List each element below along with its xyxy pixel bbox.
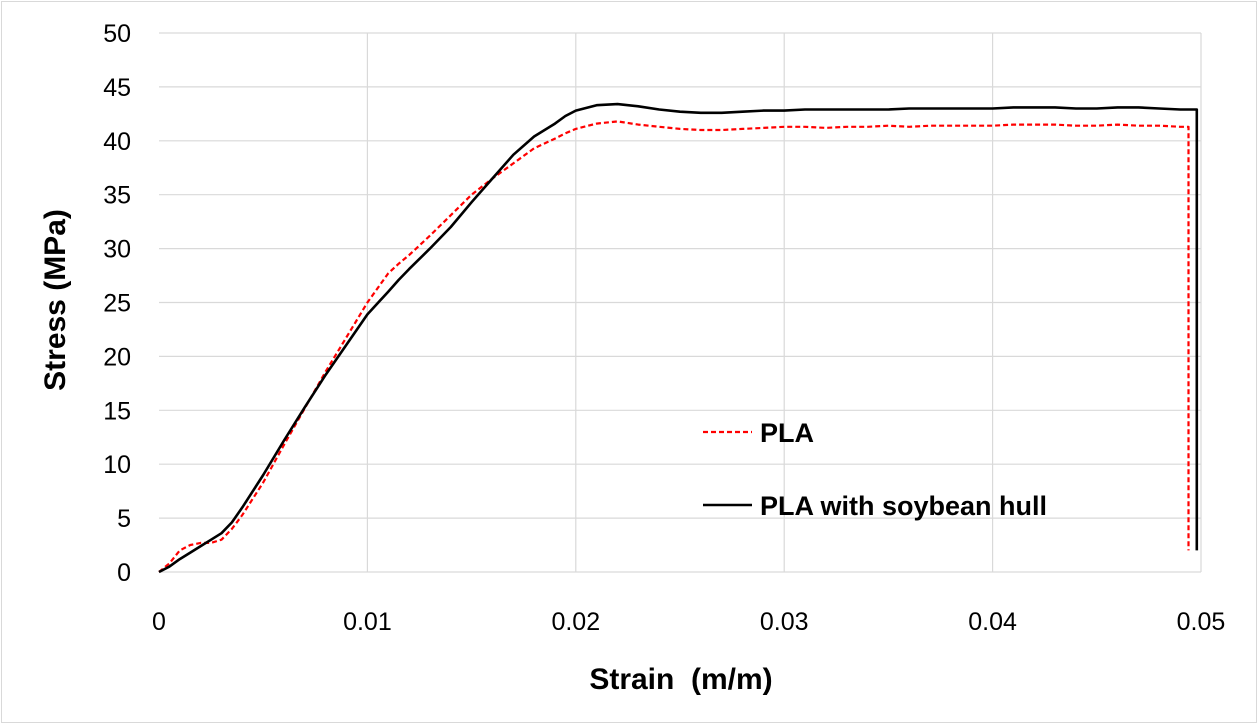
y-axis-title: Stress (MPa) bbox=[39, 209, 72, 391]
legend-label: PLA bbox=[760, 418, 814, 448]
y-tick-label: 35 bbox=[103, 182, 131, 210]
y-tick-label: 30 bbox=[103, 236, 131, 264]
x-tick-label: 0.01 bbox=[343, 608, 392, 636]
y-tick-label: 40 bbox=[103, 128, 131, 156]
y-tick-labels: 0 5 10 15 20 25 30 35 40 45 50 bbox=[103, 20, 131, 587]
y-tick-label: 50 bbox=[103, 20, 131, 48]
x-axis-title: Strain (m/m) bbox=[589, 663, 772, 696]
x-tick-label: 0.02 bbox=[551, 608, 600, 636]
y-tick-label: 5 bbox=[117, 505, 131, 533]
x-tick-label: 0.05 bbox=[1177, 608, 1226, 636]
series-lines bbox=[158, 102, 1199, 574]
x-tick-label: 0.03 bbox=[760, 608, 809, 636]
series-line-pla-soybean-hull bbox=[158, 102, 1199, 574]
y-tick-label: 15 bbox=[103, 397, 131, 425]
y-tick-label: 10 bbox=[103, 451, 131, 479]
x-tick-label: 0.04 bbox=[968, 608, 1017, 636]
y-tick-label: 20 bbox=[103, 343, 131, 371]
series-line-pla bbox=[158, 120, 1190, 573]
y-tick-label: 0 bbox=[117, 559, 131, 587]
x-tick-labels: 0 0.01 0.02 0.03 0.04 0.05 bbox=[152, 608, 1225, 636]
y-tick-label: 45 bbox=[103, 74, 131, 102]
y-tick-label: 25 bbox=[103, 290, 131, 318]
x-tick-label: 0 bbox=[152, 608, 166, 636]
grid-lines bbox=[159, 32, 1202, 573]
legend-label: PLA with soybean hull bbox=[760, 491, 1047, 521]
legend: PLA PLA with soybean hull bbox=[703, 418, 1047, 521]
